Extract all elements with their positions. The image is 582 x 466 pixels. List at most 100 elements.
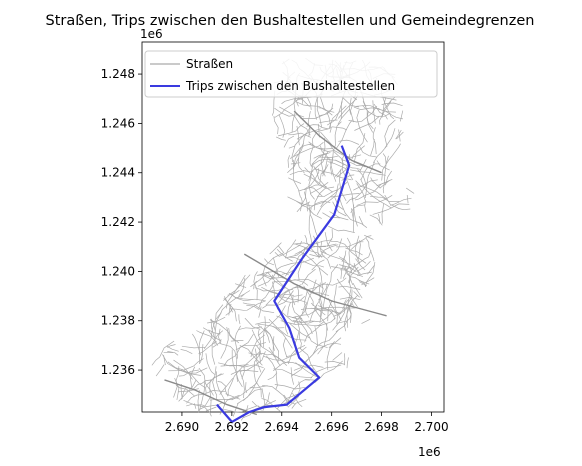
street-segment bbox=[258, 306, 262, 318]
street-segment bbox=[301, 268, 316, 285]
street-segment bbox=[320, 306, 335, 320]
street-segment bbox=[399, 110, 404, 122]
street-segment bbox=[385, 170, 392, 186]
street-segment bbox=[200, 344, 204, 363]
street-segment bbox=[274, 97, 300, 118]
street-segment bbox=[310, 302, 326, 316]
street-segment bbox=[287, 395, 300, 408]
street-segment bbox=[384, 128, 396, 149]
street-segment bbox=[373, 145, 388, 163]
street-segment bbox=[338, 256, 353, 273]
street-segment bbox=[202, 327, 211, 332]
street-segment bbox=[273, 326, 293, 349]
street-segment bbox=[353, 204, 358, 227]
street-segment bbox=[372, 127, 377, 155]
street-segment bbox=[364, 234, 374, 240]
street-segment bbox=[301, 188, 307, 205]
street-segment bbox=[312, 277, 347, 292]
street-segment bbox=[328, 225, 355, 234]
street-segment bbox=[238, 326, 262, 331]
street-segment bbox=[293, 159, 301, 198]
street-segment bbox=[198, 380, 206, 411]
street-segment bbox=[253, 280, 257, 290]
street-segment bbox=[324, 232, 333, 252]
street-segment bbox=[181, 386, 187, 400]
x-tick-label: 2.694 bbox=[265, 420, 299, 434]
street-segment bbox=[238, 314, 241, 325]
street-segment bbox=[346, 357, 349, 369]
street-segment bbox=[331, 121, 342, 164]
street-segment bbox=[320, 137, 326, 177]
street-segment bbox=[333, 284, 338, 325]
street-segment bbox=[183, 367, 208, 374]
street-segment bbox=[303, 191, 308, 212]
street-segment bbox=[320, 190, 339, 208]
street-segment bbox=[168, 358, 204, 372]
street-segment bbox=[232, 403, 239, 417]
street-segment bbox=[316, 182, 348, 198]
street-segment bbox=[309, 200, 331, 209]
street-segment bbox=[359, 159, 367, 173]
x-tick-label: 2.692 bbox=[215, 420, 249, 434]
street-segment bbox=[327, 101, 343, 126]
street-segment bbox=[328, 298, 341, 315]
street-segment bbox=[295, 243, 337, 249]
street-segment bbox=[208, 329, 221, 335]
street-segment bbox=[317, 323, 328, 355]
street-segment bbox=[381, 143, 401, 181]
street-segment bbox=[314, 308, 329, 331]
street-segment bbox=[274, 251, 280, 257]
street-segment bbox=[196, 330, 219, 346]
street-segment bbox=[335, 119, 353, 149]
street-segment bbox=[317, 123, 320, 138]
street-segment bbox=[198, 367, 212, 412]
street-segment bbox=[258, 280, 275, 309]
street-segment bbox=[267, 271, 286, 289]
street-segment bbox=[276, 249, 293, 262]
street-segment bbox=[369, 214, 383, 226]
street-segment bbox=[342, 299, 349, 310]
street-segment bbox=[287, 344, 306, 365]
street-segment bbox=[273, 368, 313, 379]
street-segment bbox=[166, 344, 176, 348]
street-segment bbox=[338, 139, 360, 145]
street-segment bbox=[257, 324, 270, 343]
street-segment bbox=[214, 312, 222, 345]
street-segment bbox=[304, 317, 336, 343]
street-segment bbox=[217, 381, 227, 388]
x-tick-label: 2.700 bbox=[414, 420, 448, 434]
street-segment bbox=[255, 321, 271, 325]
street-segment bbox=[357, 169, 368, 198]
street-segment bbox=[395, 129, 402, 140]
y-tick-label: 1.246 bbox=[101, 116, 135, 130]
street-segment bbox=[186, 390, 226, 404]
street-segment bbox=[310, 364, 342, 379]
street-segment bbox=[218, 362, 249, 367]
street-segment bbox=[406, 187, 415, 194]
street-segment bbox=[330, 156, 334, 176]
street-segment bbox=[264, 258, 275, 266]
street-segment bbox=[304, 290, 310, 318]
street-segment bbox=[223, 296, 233, 313]
street-segment bbox=[342, 264, 367, 287]
street-segment bbox=[309, 131, 318, 168]
street-segment bbox=[309, 254, 325, 257]
street-segment bbox=[358, 216, 364, 226]
street-segment bbox=[317, 241, 320, 258]
street-segment bbox=[198, 330, 205, 364]
y-tick-label: 1.236 bbox=[101, 363, 135, 377]
street-segment bbox=[341, 250, 347, 262]
y-tick-label: 1.242 bbox=[101, 215, 135, 229]
street-segment bbox=[230, 351, 266, 375]
street-segment bbox=[241, 366, 245, 379]
street-segment bbox=[231, 293, 265, 302]
street-segment bbox=[326, 229, 333, 247]
street-segment bbox=[350, 303, 355, 306]
street-segment bbox=[180, 349, 193, 355]
street-segment bbox=[288, 145, 295, 149]
street-segment bbox=[382, 153, 387, 165]
street-segment bbox=[338, 99, 356, 119]
street-segment bbox=[356, 109, 368, 143]
street-segment bbox=[334, 159, 361, 170]
street-segment bbox=[350, 204, 366, 213]
